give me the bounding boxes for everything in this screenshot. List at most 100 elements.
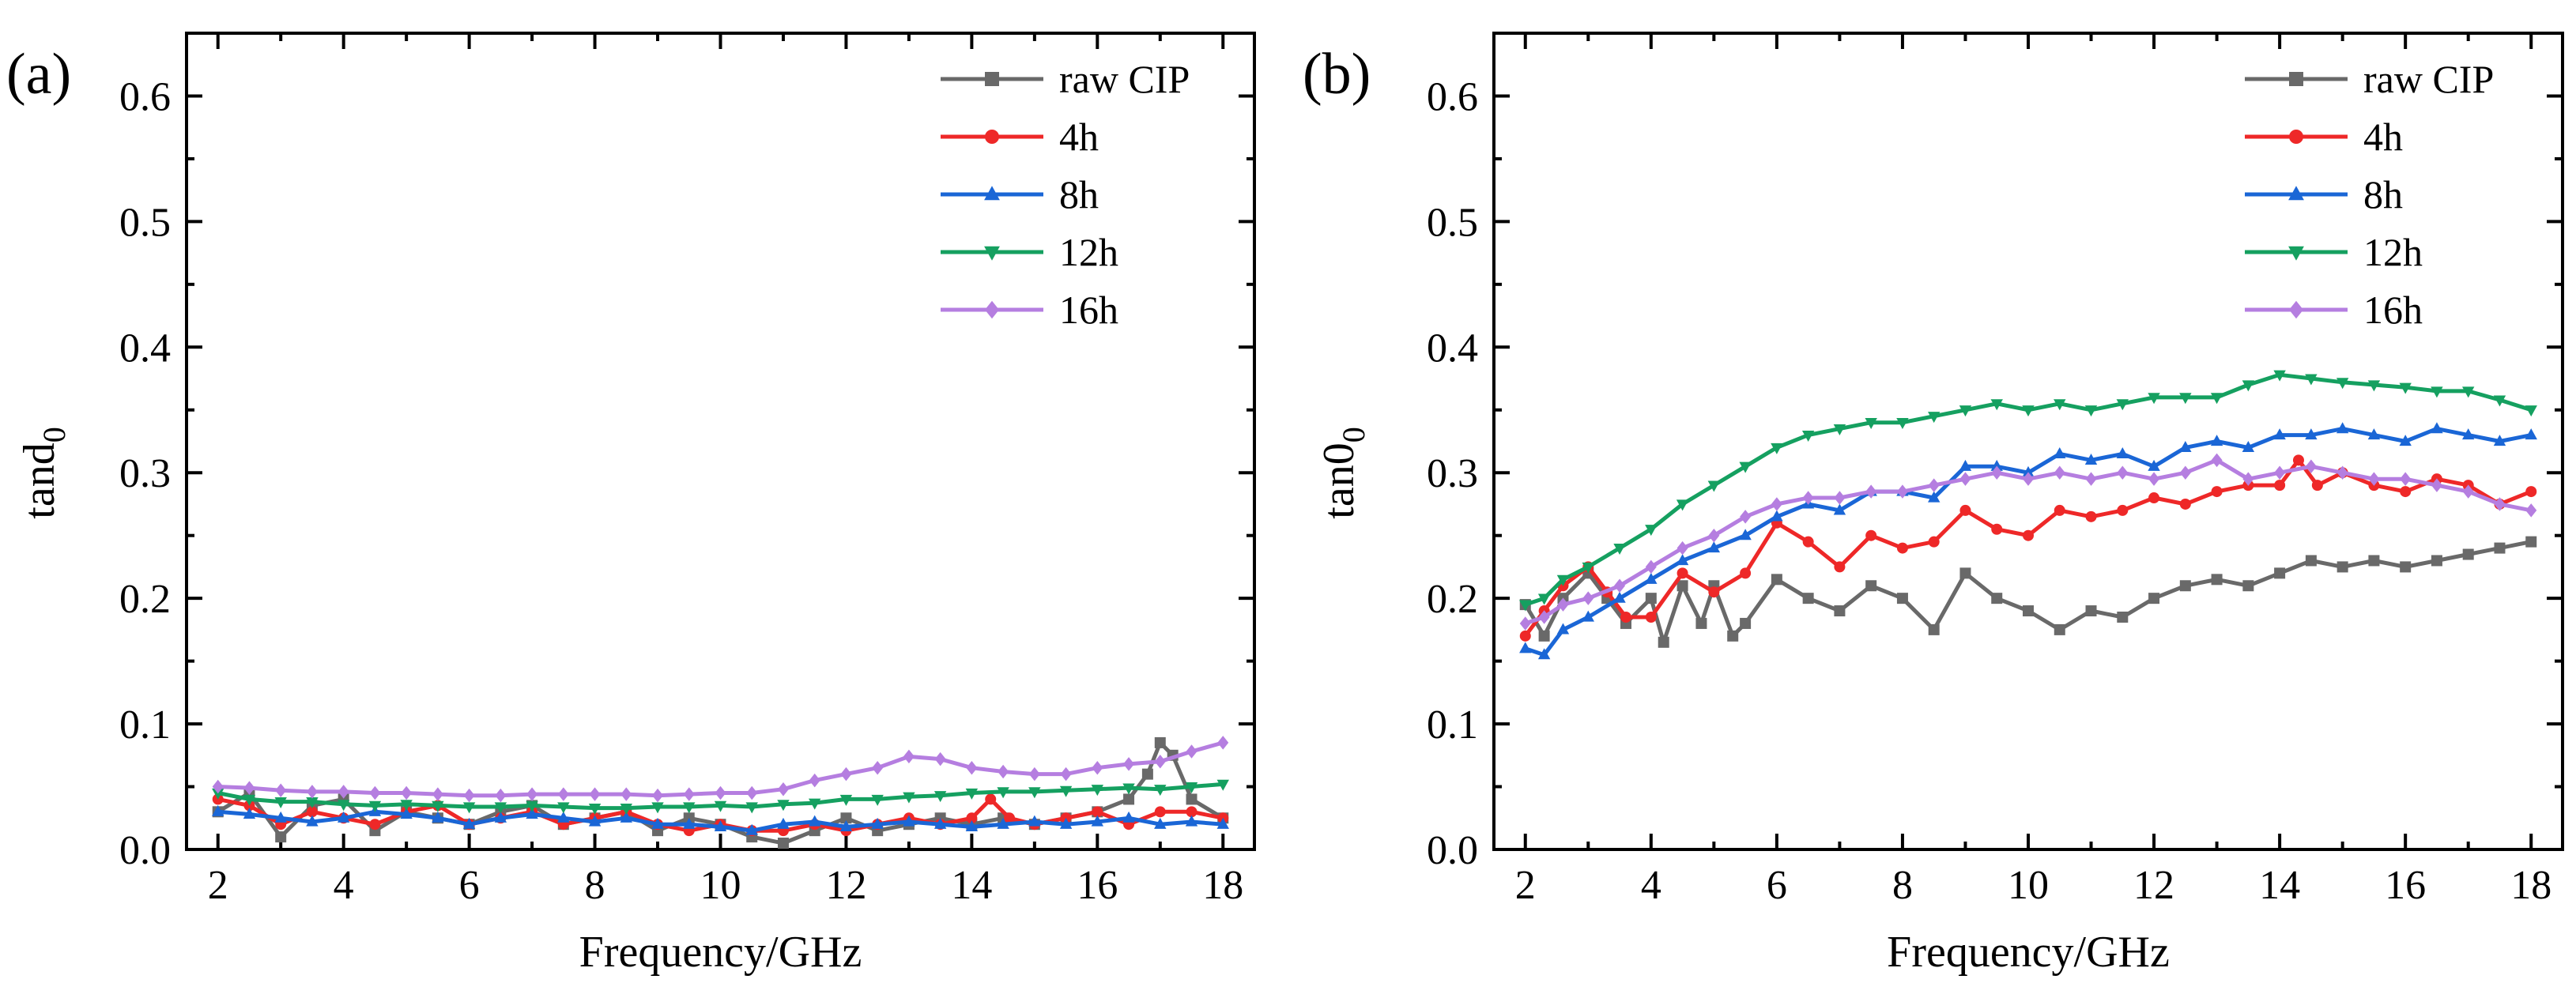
data-point <box>871 794 884 806</box>
data-point <box>683 817 696 829</box>
data-point <box>1676 567 1688 579</box>
data-point <box>1217 736 1229 750</box>
data-point <box>2400 472 2412 486</box>
data-point <box>1582 610 1594 622</box>
data-point <box>903 749 915 764</box>
data-point <box>2179 441 2192 453</box>
data-point <box>1991 523 2003 535</box>
data-point <box>1959 567 1971 579</box>
data-point <box>652 788 664 803</box>
y-tick-label: 0.4 <box>119 326 171 371</box>
data-point <box>840 766 852 782</box>
data-point <box>2211 453 2223 468</box>
data-point <box>1216 817 1229 829</box>
data-point <box>871 817 884 829</box>
data-point <box>777 838 789 849</box>
data-point <box>714 819 727 831</box>
data-point <box>1834 491 1846 505</box>
data-point <box>2368 555 2380 567</box>
data-point <box>1092 760 1103 775</box>
data-point <box>1990 399 2003 411</box>
data-point <box>1658 636 1669 648</box>
data-point <box>2525 405 2537 417</box>
data-point <box>1896 484 1908 499</box>
data-point <box>714 800 727 812</box>
data-point <box>526 800 538 812</box>
x-tick-label: 8 <box>585 863 605 908</box>
data-point <box>1740 567 1752 579</box>
data-point <box>1614 578 1626 593</box>
series-8h <box>1519 422 2537 660</box>
data-point <box>2210 393 2223 405</box>
data-point <box>401 785 413 800</box>
data-point <box>2054 504 2065 516</box>
data-point <box>934 751 946 766</box>
y-tick-label: 0.4 <box>1427 326 1478 371</box>
series-line <box>1525 458 2532 626</box>
data-point <box>243 808 256 819</box>
y-tick-label: 0.1 <box>1427 702 1478 748</box>
series-12h <box>1519 370 2537 612</box>
data-point <box>1676 580 1688 592</box>
data-point <box>306 806 318 818</box>
data-point <box>1582 562 1594 574</box>
x-axis-title: Frequency/GHz <box>579 928 862 977</box>
data-point <box>337 800 350 812</box>
data-point <box>2148 593 2160 604</box>
data-point <box>2274 465 2286 480</box>
data-point <box>1928 412 1940 424</box>
data-point <box>1801 430 1815 442</box>
data-point <box>2054 623 2065 635</box>
series-12h <box>212 779 1229 815</box>
data-point <box>306 815 319 827</box>
data-point <box>1028 787 1041 799</box>
data-point <box>1186 806 1197 818</box>
data-point <box>1928 536 1940 548</box>
data-point <box>2022 465 2035 477</box>
data-point <box>745 823 758 835</box>
data-point <box>903 815 915 827</box>
data-point <box>2493 435 2506 446</box>
data-point <box>745 802 758 814</box>
data-point <box>243 781 255 795</box>
data-point <box>2179 465 2191 480</box>
data-point <box>494 811 507 823</box>
y-axis-title: tan00 <box>1314 427 1371 518</box>
data-point <box>275 783 287 798</box>
data-point <box>997 817 1009 829</box>
y-tick-label: 0.6 <box>119 74 171 119</box>
data-point <box>306 785 318 799</box>
legend-label: 16h <box>1059 288 1118 332</box>
legend-label: raw CIP <box>1059 57 1190 101</box>
data-point <box>2525 428 2537 440</box>
data-point <box>620 811 632 823</box>
data-point <box>1834 561 1846 573</box>
data-point <box>1123 793 1135 805</box>
y-tick-label: 0.5 <box>1427 200 1478 245</box>
y-tick-label: 0.0 <box>1427 828 1478 873</box>
y-axis-title-subscript: 0 <box>1336 427 1371 443</box>
data-point <box>933 791 947 803</box>
data-point <box>2242 472 2254 486</box>
data-point <box>683 787 695 801</box>
data-point <box>588 803 602 815</box>
data-point <box>494 802 507 814</box>
x-tick-label: 4 <box>1641 863 1661 908</box>
data-point <box>1613 543 1626 555</box>
data-point <box>2462 386 2475 398</box>
data-point <box>1185 782 1198 793</box>
data-point <box>2242 380 2255 392</box>
legend-marker <box>2289 130 2303 144</box>
data-point <box>2148 393 2160 405</box>
data-point <box>1154 817 1167 829</box>
data-point <box>2336 378 2349 390</box>
x-tick-label: 10 <box>2008 863 2049 908</box>
legend-label: 4h <box>1059 115 1099 159</box>
data-point <box>2116 446 2129 458</box>
data-point <box>2305 374 2318 386</box>
data-point <box>2431 478 2442 492</box>
data-point <box>1708 528 1720 543</box>
y-tick-label: 0.2 <box>1427 577 1478 622</box>
data-point <box>1739 529 1752 540</box>
x-tick-label: 6 <box>459 863 480 908</box>
